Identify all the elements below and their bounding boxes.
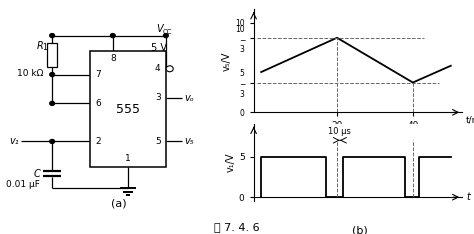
Text: C: C bbox=[34, 169, 40, 179]
Text: (a): (a) bbox=[111, 199, 126, 209]
Circle shape bbox=[50, 139, 55, 143]
Text: 8: 8 bbox=[110, 55, 116, 63]
Text: R: R bbox=[36, 41, 43, 51]
Y-axis label: v₁/V: v₁/V bbox=[226, 153, 236, 172]
Text: 4: 4 bbox=[155, 64, 161, 73]
Text: v₅: v₅ bbox=[184, 136, 194, 146]
Text: 10 μs: 10 μs bbox=[328, 127, 351, 136]
Text: 2: 2 bbox=[95, 137, 101, 146]
Text: vₒ: vₒ bbox=[184, 93, 194, 103]
Circle shape bbox=[50, 73, 55, 77]
Circle shape bbox=[110, 33, 115, 37]
Text: 10 kΩ: 10 kΩ bbox=[17, 69, 43, 78]
Circle shape bbox=[166, 66, 173, 72]
Bar bbox=[90, 51, 166, 167]
Text: (b): (b) bbox=[352, 226, 368, 234]
Text: 3: 3 bbox=[155, 93, 161, 102]
Bar bbox=[47, 43, 57, 67]
Text: 5 V: 5 V bbox=[151, 43, 167, 52]
Text: 5: 5 bbox=[155, 137, 161, 146]
Text: V: V bbox=[156, 24, 163, 33]
Circle shape bbox=[50, 101, 55, 105]
Circle shape bbox=[50, 33, 55, 37]
Circle shape bbox=[164, 33, 168, 37]
Text: 6: 6 bbox=[95, 99, 101, 108]
Text: 1: 1 bbox=[43, 43, 47, 52]
Text: 555: 555 bbox=[116, 103, 140, 116]
Text: 7: 7 bbox=[95, 70, 101, 79]
Text: 1: 1 bbox=[125, 154, 131, 163]
Text: t/ms: t/ms bbox=[466, 115, 474, 124]
Y-axis label: v₅/V: v₅/V bbox=[222, 51, 232, 70]
Text: v₁: v₁ bbox=[9, 136, 19, 146]
Text: t: t bbox=[466, 192, 470, 202]
Text: CC: CC bbox=[162, 29, 172, 35]
Text: 0.01 μF: 0.01 μF bbox=[7, 180, 40, 189]
Text: 图 7. 4. 6: 图 7. 4. 6 bbox=[214, 222, 260, 232]
